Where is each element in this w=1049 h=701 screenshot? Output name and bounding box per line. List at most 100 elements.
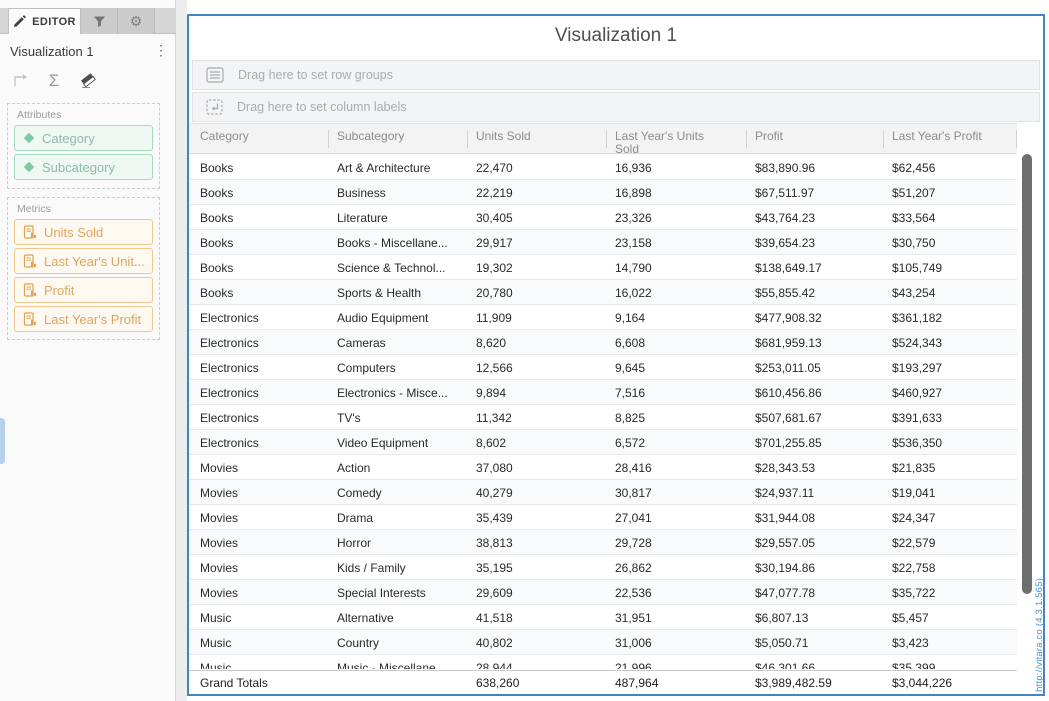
cell-units-sold: 40,802	[476, 636, 513, 650]
cell-subcategory: Books - Miscellane...	[337, 236, 448, 250]
grand-totals-units-sold: 638,260	[476, 676, 520, 690]
metric-report-icon	[23, 225, 37, 239]
cell-units-sold: 11,342	[476, 411, 512, 425]
cell-last-year-units: 26,862	[615, 561, 652, 575]
cell-last-year-profit: $35,722	[892, 586, 936, 600]
tab-settings[interactable]: ⚙	[118, 8, 155, 34]
column-header[interactable]: Last Year's Profit	[884, 124, 1017, 153]
table-row[interactable]: Movies Comedy 40,279 30,817 $24,937.11 $…	[189, 480, 1017, 505]
metric-pill[interactable]: Last Year's Unit...	[14, 248, 153, 274]
panel-collapse-handle[interactable]	[0, 418, 5, 464]
table-row[interactable]: Movies Kids / Family 35,195 26,862 $30,1…	[189, 555, 1017, 580]
cell-units-sold: 19,302	[476, 261, 513, 275]
attribute-pill[interactable]: Category	[14, 125, 153, 151]
cell-profit: $46,301.66	[755, 661, 816, 669]
sidebar-tab-bar: EDITOR ⚙	[0, 8, 176, 34]
cell-units-sold: 8,602	[476, 436, 507, 450]
cell-units-sold: 22,219	[476, 186, 513, 200]
cell-last-year-units: 14,790	[615, 261, 652, 275]
metric-pill-label: Last Year's Profit	[44, 311, 142, 327]
cell-units-sold: 9,894	[476, 386, 507, 400]
metric-report-icon	[23, 254, 37, 268]
tab-filter[interactable]	[81, 8, 118, 34]
cell-profit: $29,557.05	[755, 536, 816, 550]
metric-pill[interactable]: Profit	[14, 277, 153, 303]
cell-units-sold: 41,518	[476, 611, 513, 625]
attribute-pill[interactable]: Subcategory	[14, 154, 153, 180]
metric-pill[interactable]: Last Year's Profit	[14, 306, 153, 332]
cell-profit: $43,764.23	[755, 211, 816, 225]
cell-last-year-units: 31,951	[615, 611, 652, 625]
cell-subcategory: Art & Architecture	[337, 161, 431, 175]
cell-last-year-profit: $5,457	[892, 611, 929, 625]
table-row[interactable]: Books Sports & Health 20,780 16,022 $55,…	[189, 280, 1017, 305]
cell-subcategory: Audio Equipment	[337, 311, 429, 325]
row-groups-dropzone[interactable]: Drag here to set row groups	[192, 60, 1040, 90]
cell-last-year-units: 7,516	[615, 386, 646, 400]
cell-profit: $610,456.86	[755, 386, 822, 400]
cell-last-year-units: 29,728	[615, 536, 652, 550]
eraser-icon[interactable]	[78, 70, 98, 90]
tab-editor-label: EDITOR	[32, 15, 76, 28]
column-header[interactable]: Profit	[747, 124, 884, 153]
attributes-list: Category Subcategory	[8, 125, 159, 180]
cell-subcategory: Comedy	[337, 486, 382, 500]
table-row[interactable]: Music Alternative 41,518 31,951 $6,807.1…	[189, 605, 1017, 630]
metric-pill[interactable]: Units Sold	[14, 219, 153, 245]
cell-category: Movies	[200, 511, 239, 525]
cell-category: Electronics	[200, 336, 259, 350]
table-row[interactable]: Books Art & Architecture 22,470 16,936 $…	[189, 155, 1017, 180]
table-row[interactable]: Electronics Video Equipment 8,602 6,572 …	[189, 430, 1017, 455]
cell-last-year-units: 6,608	[615, 336, 646, 350]
cell-category: Electronics	[200, 436, 259, 450]
cell-last-year-profit: $30,750	[892, 236, 936, 250]
column-header[interactable]: Last Year's Units Sold	[607, 124, 747, 153]
metric-pill-label: Profit	[44, 282, 75, 298]
vertical-scrollbar-thumb[interactable]	[1022, 154, 1032, 594]
cell-last-year-profit: $391,633	[892, 411, 943, 425]
cell-last-year-profit: $62,456	[892, 161, 936, 175]
column-labels-dropzone[interactable]: Drag here to set column labels	[192, 92, 1040, 122]
cell-category: Movies	[200, 486, 239, 500]
attributes-title: Attributes	[17, 109, 62, 121]
table-row[interactable]: Books Literature 30,405 23,326 $43,764.2…	[189, 205, 1017, 230]
cell-last-year-profit: $193,297	[892, 361, 943, 375]
table-row[interactable]: Electronics Cameras 8,620 6,608 $681,959…	[189, 330, 1017, 355]
cell-last-year-profit: $536,350	[892, 436, 943, 450]
table-row[interactable]: Books Business 22,219 16,898 $67,511.97 …	[189, 180, 1017, 205]
sigma-icon[interactable]: Σ	[48, 70, 60, 90]
tab-editor[interactable]: EDITOR	[8, 8, 81, 34]
table-row[interactable]: Music Country 40,802 31,006 $5,050.71 $3…	[189, 630, 1017, 655]
column-header[interactable]: Subcategory	[329, 124, 468, 153]
vitara-watermark-link[interactable]: http://vitara.co (4.3.1.565)	[1034, 578, 1045, 692]
table-row[interactable]: Movies Horror 38,813 29,728 $29,557.05 $…	[189, 530, 1017, 555]
kebab-menu-icon[interactable]: ⋮	[154, 42, 168, 58]
table-row[interactable]: Electronics TV's 11,342 8,825 $507,681.6…	[189, 405, 1017, 430]
table-row[interactable]: Books Books - Miscellane... 29,917 23,15…	[189, 230, 1017, 255]
column-header[interactable]: Category	[192, 124, 329, 153]
metric-report-icon	[23, 312, 37, 326]
cell-last-year-profit: $24,347	[892, 511, 936, 525]
cell-units-sold: 35,439	[476, 511, 513, 525]
cell-last-year-units: 9,645	[615, 361, 646, 375]
column-header[interactable]: Units Sold	[468, 124, 607, 153]
visualization-name-label: Visualization 1	[10, 44, 94, 59]
cell-profit: $28,343.53	[755, 461, 816, 475]
column-labels-dropzone-label: Drag here to set column labels	[237, 100, 407, 114]
table-row[interactable]: Electronics Computers 12,566 9,645 $253,…	[189, 355, 1017, 380]
table-row[interactable]: Movies Special Interests 29,609 22,536 $…	[189, 580, 1017, 605]
pivot-arrow-icon[interactable]	[10, 70, 30, 90]
cell-category: Movies	[200, 536, 239, 550]
table-row[interactable]: Electronics Electronics - Misce... 9,894…	[189, 380, 1017, 405]
table-row[interactable]: Movies Drama 35,439 27,041 $31,944.08 $2…	[189, 505, 1017, 530]
cell-category: Electronics	[200, 386, 259, 400]
cell-profit: $6,807.13	[755, 611, 809, 625]
table-row[interactable]: Movies Action 37,080 28,416 $28,343.53 $…	[189, 455, 1017, 480]
cell-units-sold: 11,909	[476, 311, 512, 325]
cell-last-year-profit: $22,579	[892, 536, 936, 550]
table-row[interactable]: Electronics Audio Equipment 11,909 9,164…	[189, 305, 1017, 330]
cell-subcategory: Video Equipment	[337, 436, 429, 450]
cell-category: Books	[200, 161, 234, 175]
table-row[interactable]: Books Science & Technol... 19,302 14,790…	[189, 255, 1017, 280]
table-row[interactable]: Music Music - Miscellane... 28,944 21,99…	[189, 655, 1017, 669]
